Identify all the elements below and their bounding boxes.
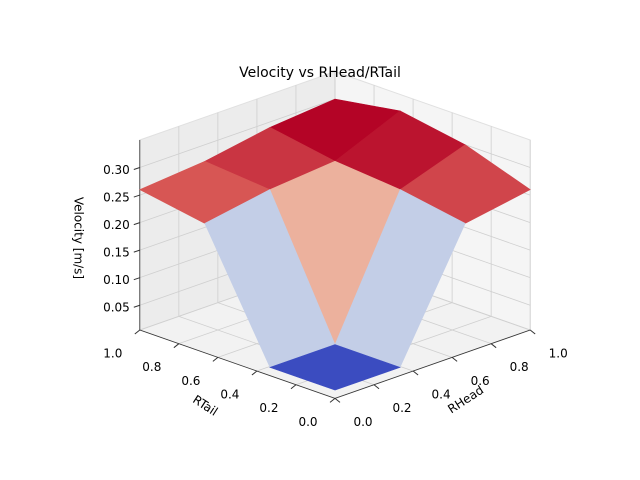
- x-tick: [451, 356, 458, 362]
- z-tick: [133, 304, 140, 308]
- y-tick: [173, 343, 180, 349]
- x-tick-label: 0.0: [353, 415, 372, 429]
- x-tick: [412, 370, 419, 376]
- axis-line: [334, 329, 531, 399]
- z-tick: [133, 222, 140, 226]
- y-tick-label: 1.0: [103, 347, 122, 361]
- y-tick-label: 0.8: [142, 360, 161, 374]
- z-tick: [133, 277, 140, 281]
- y-tick-label: 0.0: [298, 415, 317, 429]
- y-tick-label: 0.6: [181, 374, 200, 388]
- x-axis-label: RHead: [445, 383, 486, 416]
- y-tick-label: 0.4: [220, 388, 239, 402]
- y-tick: [212, 356, 219, 362]
- y-tick: [251, 370, 258, 376]
- x-tick-label: 0.6: [471, 374, 490, 388]
- z-tick-label: 0.10: [103, 273, 130, 287]
- x-tick-label: 0.4: [432, 388, 451, 402]
- z-tick-label: 0.30: [103, 163, 130, 177]
- z-tick-label: 0.25: [103, 191, 130, 205]
- x-tick: [373, 384, 380, 390]
- y-axis-label: RTail: [190, 392, 220, 418]
- x-tick: [334, 398, 341, 403]
- z-axis-label: Velocity [m/s]: [72, 197, 86, 279]
- z-tick: [133, 167, 140, 171]
- z-tick: [133, 249, 140, 253]
- y-tick: [290, 384, 297, 390]
- y-tick-label: 0.2: [259, 401, 278, 415]
- z-grid-line: [139, 98, 336, 168]
- y-tick: [329, 398, 336, 403]
- z-tick-label: 0.05: [103, 301, 130, 315]
- x-tick: [529, 329, 536, 335]
- chart-title: Velocity vs RHead/RTail: [239, 65, 401, 81]
- axis-line: [139, 329, 336, 399]
- z-tick-label: 0.20: [103, 218, 130, 232]
- surface-face: [269, 344, 401, 391]
- z-tick: [133, 194, 140, 198]
- x-tick-label: 0.8: [510, 360, 529, 374]
- x-tick-label: 0.2: [392, 401, 411, 415]
- x-tick-label: 1.0: [549, 347, 568, 361]
- x-tick: [490, 343, 497, 349]
- y-tick: [134, 329, 141, 335]
- z-tick-label: 0.15: [103, 246, 130, 260]
